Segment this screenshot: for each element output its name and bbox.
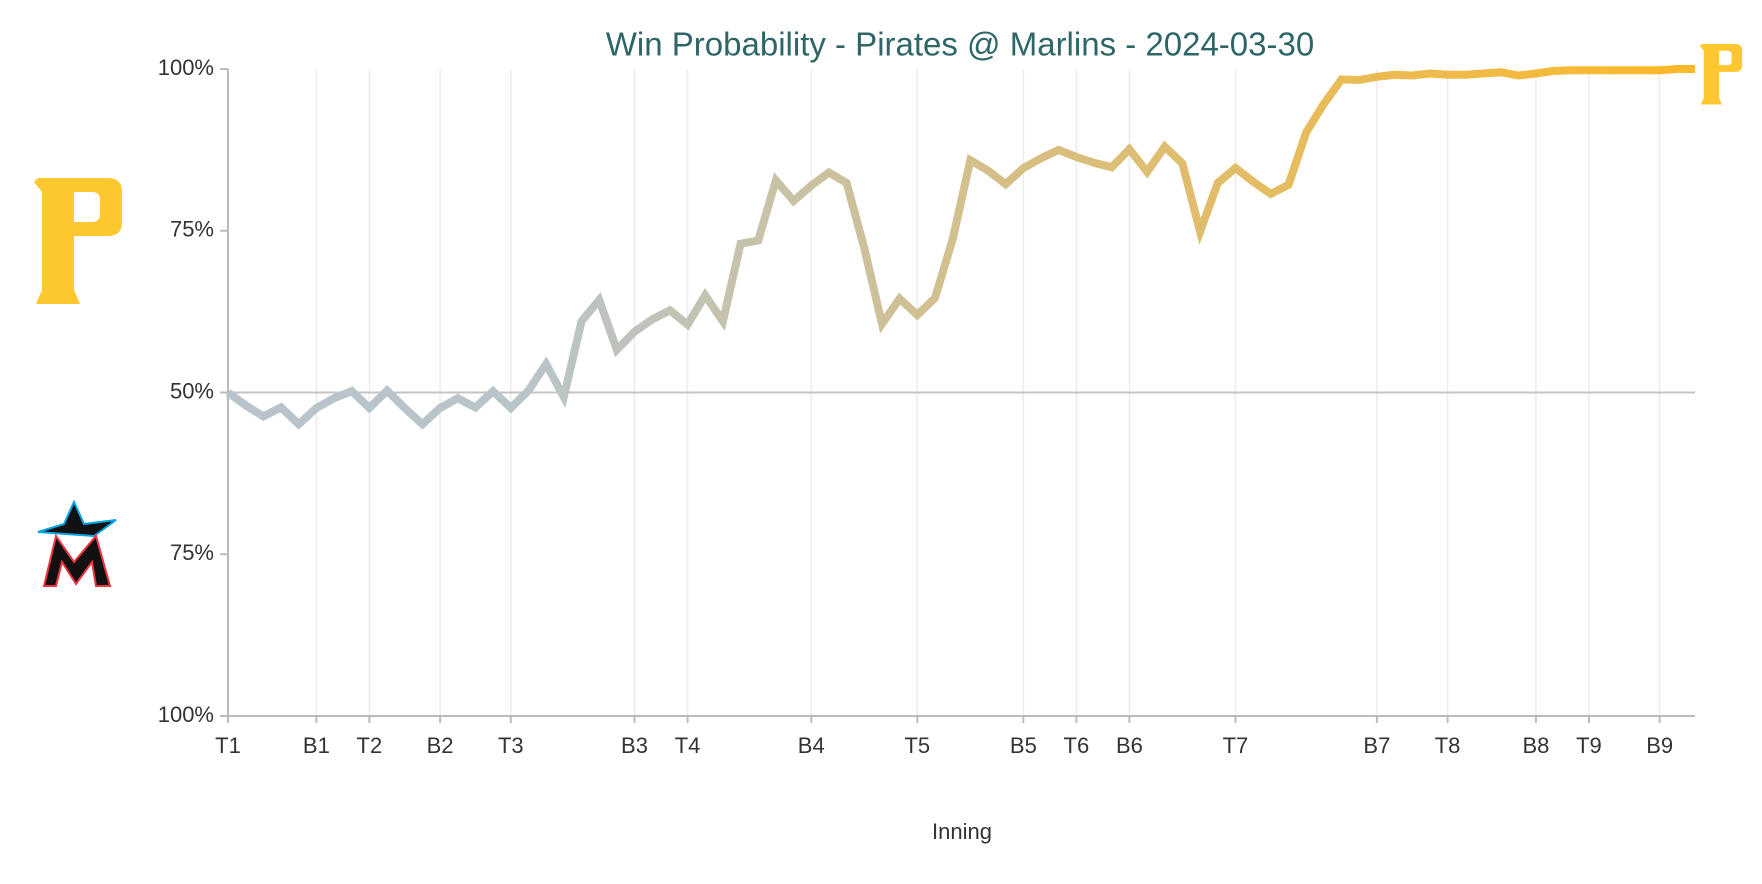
y-tick-label: 75%	[170, 217, 214, 242]
x-tick-label: T4	[675, 733, 701, 758]
x-tick-label: T2	[357, 733, 383, 758]
y-tick-label: 100%	[158, 55, 214, 80]
y-tick-label: 100%	[158, 702, 214, 727]
x-tick-label: T1	[215, 733, 241, 758]
y-tick-label: 75%	[170, 540, 214, 565]
x-tick-label: B1	[303, 733, 330, 758]
x-tick-label: T6	[1064, 733, 1090, 758]
x-tick-label: B4	[798, 733, 825, 758]
x-tick-label: T3	[498, 733, 524, 758]
x-axis-label: Inning	[932, 819, 992, 844]
y-tick-label: 50%	[170, 378, 214, 403]
x-tick-label: B2	[427, 733, 454, 758]
x-tick-label: T5	[904, 733, 930, 758]
marlins-logo	[37, 499, 117, 587]
x-tick-label: T7	[1223, 733, 1249, 758]
x-tick-label: B7	[1363, 733, 1390, 758]
chart-title: Win Probability - Pirates @ Marlins - 20…	[606, 26, 1314, 63]
x-tick-label: B8	[1522, 733, 1549, 758]
pirates-logo	[34, 178, 122, 304]
x-tick-label: T8	[1435, 733, 1461, 758]
win-probability-line	[225, 65, 1695, 430]
x-tick-label: B9	[1646, 733, 1673, 758]
x-tick-label: B6	[1116, 733, 1143, 758]
x-tick-label: B5	[1010, 733, 1037, 758]
x-tick-label: T9	[1576, 733, 1602, 758]
x-tick-label: B3	[621, 733, 648, 758]
pirates-logo-small	[1699, 44, 1743, 105]
